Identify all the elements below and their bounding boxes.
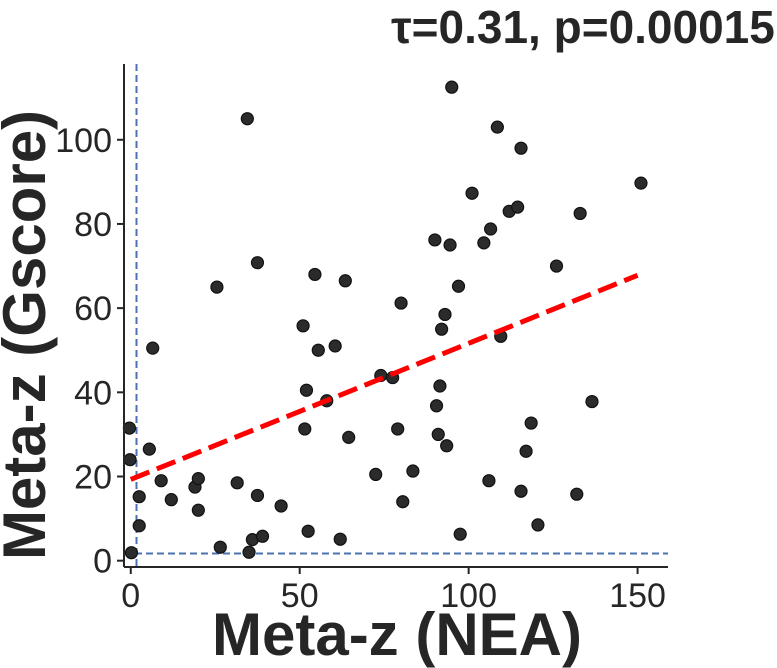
data-point-44 [436,323,448,335]
data-point-23 [299,423,311,435]
data-point-55 [491,121,503,133]
data-point-8 [165,494,177,506]
data-point-12 [211,281,223,293]
data-point-39 [407,465,419,477]
data-point-21 [275,500,287,512]
data-point-19 [251,489,263,501]
data-point-30 [334,533,346,545]
data-point-54 [485,223,497,235]
data-point-4 [133,520,145,532]
data-point-22 [297,320,309,332]
data-point-29 [329,340,341,352]
data-point-64 [550,260,562,272]
x-tick-label-3: 150 [609,577,666,615]
data-point-6 [147,342,159,354]
data-point-60 [515,485,527,497]
data-point-47 [444,239,456,251]
y-tick-label-5: 100 [55,122,112,160]
data-point-0 [123,422,135,434]
y-tick-label-3: 60 [74,290,112,328]
plot-area [123,64,668,567]
data-point-59 [515,142,527,154]
data-point-38 [397,496,409,508]
data-point-5 [143,443,155,455]
data-point-15 [241,113,253,125]
data-point-40 [429,234,441,246]
data-point-49 [453,280,465,292]
data-point-63 [532,519,544,531]
chart-title: τ=0.31, p=0.00015 [391,1,775,53]
y-axis-label: Meta-z (Gscore) [0,110,58,560]
data-point-53 [483,475,495,487]
data-points [123,81,647,559]
data-point-27 [312,344,324,356]
data-point-16 [243,546,255,558]
data-point-50 [454,528,466,540]
data-point-11 [192,504,204,516]
data-point-61 [520,445,532,457]
x-tick-label-0: 0 [121,577,140,615]
y-tick-label-2: 40 [74,374,112,412]
data-point-66 [574,207,586,219]
y-tick-label-4: 80 [74,206,112,244]
data-point-52 [478,237,490,249]
data-point-65 [571,488,583,500]
data-point-3 [133,491,145,503]
data-point-67 [586,396,598,408]
data-point-13 [214,541,226,553]
data-point-24 [300,384,312,396]
data-point-18 [251,257,263,269]
data-point-41 [431,400,443,412]
data-point-62 [525,417,537,429]
y-tick-label-0: 0 [93,543,112,581]
data-point-2 [125,547,137,559]
data-point-20 [257,530,269,542]
threshold-lines [124,64,668,567]
data-point-42 [432,428,444,440]
data-point-26 [309,268,321,280]
data-point-48 [446,81,458,93]
y-tick-label-1: 20 [74,459,112,497]
data-point-33 [370,468,382,480]
y-ticks: 0 20 40 60 80 100 [55,122,124,581]
data-point-1 [124,454,136,466]
data-point-51 [466,187,478,199]
data-point-31 [339,275,351,287]
data-point-45 [439,308,451,320]
data-point-7 [155,475,167,487]
data-point-37 [395,297,407,309]
data-point-14 [231,477,243,489]
data-point-10 [192,473,204,485]
data-point-68 [635,177,647,189]
data-point-36 [392,423,404,435]
data-point-32 [343,431,355,443]
data-point-58 [512,201,524,213]
data-point-46 [441,440,453,452]
x-axis-label: Meta-z (NEA) [212,601,582,668]
data-point-43 [434,380,446,392]
data-point-25 [302,525,314,537]
